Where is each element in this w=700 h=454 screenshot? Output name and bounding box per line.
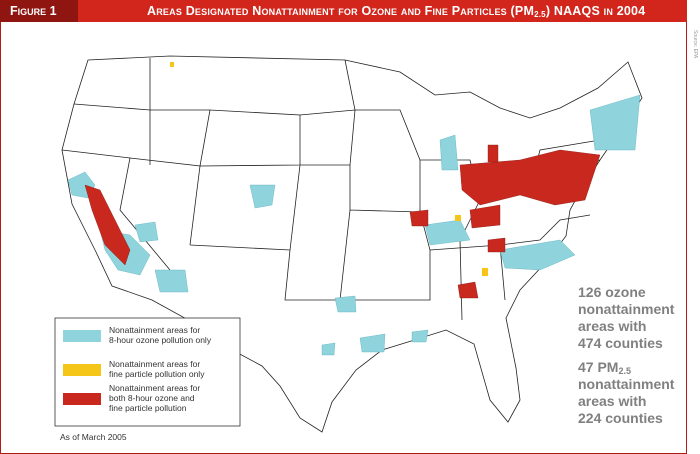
area-pm bbox=[482, 268, 488, 276]
stat-line: nonattainment bbox=[578, 301, 675, 317]
map bbox=[61, 55, 643, 433]
title-end: ) NAAQS in 2004 bbox=[546, 4, 646, 18]
figure-label-box bbox=[0, 0, 78, 22]
area-ozone bbox=[439, 134, 459, 171]
title-sub: 2.5 bbox=[534, 10, 546, 19]
legend-text: Nonattainment areas for bbox=[109, 359, 200, 369]
area-ozone bbox=[134, 221, 159, 243]
legend-text: 8-hour ozone pollution only bbox=[109, 335, 212, 345]
area-ozone bbox=[499, 239, 576, 271]
area-both bbox=[409, 209, 429, 227]
area-ozone bbox=[424, 219, 471, 246]
area-both bbox=[487, 237, 506, 253]
legend-text: Nonattainment areas for bbox=[109, 383, 200, 393]
area-pm bbox=[455, 215, 461, 221]
area-pm bbox=[170, 62, 174, 67]
area-both bbox=[469, 204, 501, 229]
area-both bbox=[487, 144, 499, 163]
stat-line: 126 ozone bbox=[578, 284, 646, 300]
stat-line: areas with bbox=[578, 393, 646, 409]
stat-line: nonattainment bbox=[578, 376, 675, 392]
area-ozone bbox=[321, 342, 336, 356]
stats: 126 ozone nonattainment areas with 474 c… bbox=[578, 284, 675, 426]
stat-sub: 2.5 bbox=[618, 366, 631, 376]
figure-label: Figure 1 bbox=[10, 4, 57, 18]
area-both bbox=[457, 281, 479, 299]
title: Areas Designated Nonattainment for Ozone… bbox=[147, 4, 645, 19]
area-both bbox=[459, 149, 601, 206]
stat-line: 224 counties bbox=[578, 410, 663, 426]
area-ozone bbox=[249, 184, 276, 209]
area-ozone bbox=[359, 333, 386, 353]
stat-line: 47 PM2.5 bbox=[578, 359, 631, 376]
area-ozone bbox=[334, 295, 357, 313]
area-ozone bbox=[589, 94, 641, 151]
stat-line: 474 counties bbox=[578, 335, 663, 351]
stat-line: areas with bbox=[578, 318, 646, 334]
legend-text: fine particle pollution bbox=[109, 403, 187, 413]
header-bar bbox=[0, 0, 687, 22]
legend: Nonattainment areas for 8-hour ozone pol… bbox=[54, 317, 241, 427]
source: Source: EPA bbox=[692, 30, 698, 59]
legend-text: both 8-hour ozone and bbox=[109, 393, 195, 403]
area-ozone bbox=[154, 269, 189, 293]
stat-lead: 47 PM bbox=[578, 359, 618, 375]
legend-swatch bbox=[63, 330, 101, 342]
area-ozone bbox=[411, 329, 429, 343]
legend-swatch bbox=[63, 393, 101, 405]
note: As of March 2005 bbox=[60, 432, 127, 442]
title-main: Areas Designated Nonattainment for Ozone… bbox=[147, 4, 534, 18]
legend-swatch bbox=[63, 364, 101, 376]
area-both bbox=[84, 184, 131, 266]
legend-text: Nonattainment areas for bbox=[109, 325, 200, 335]
legend-text: fine particle pollution only bbox=[109, 369, 205, 379]
